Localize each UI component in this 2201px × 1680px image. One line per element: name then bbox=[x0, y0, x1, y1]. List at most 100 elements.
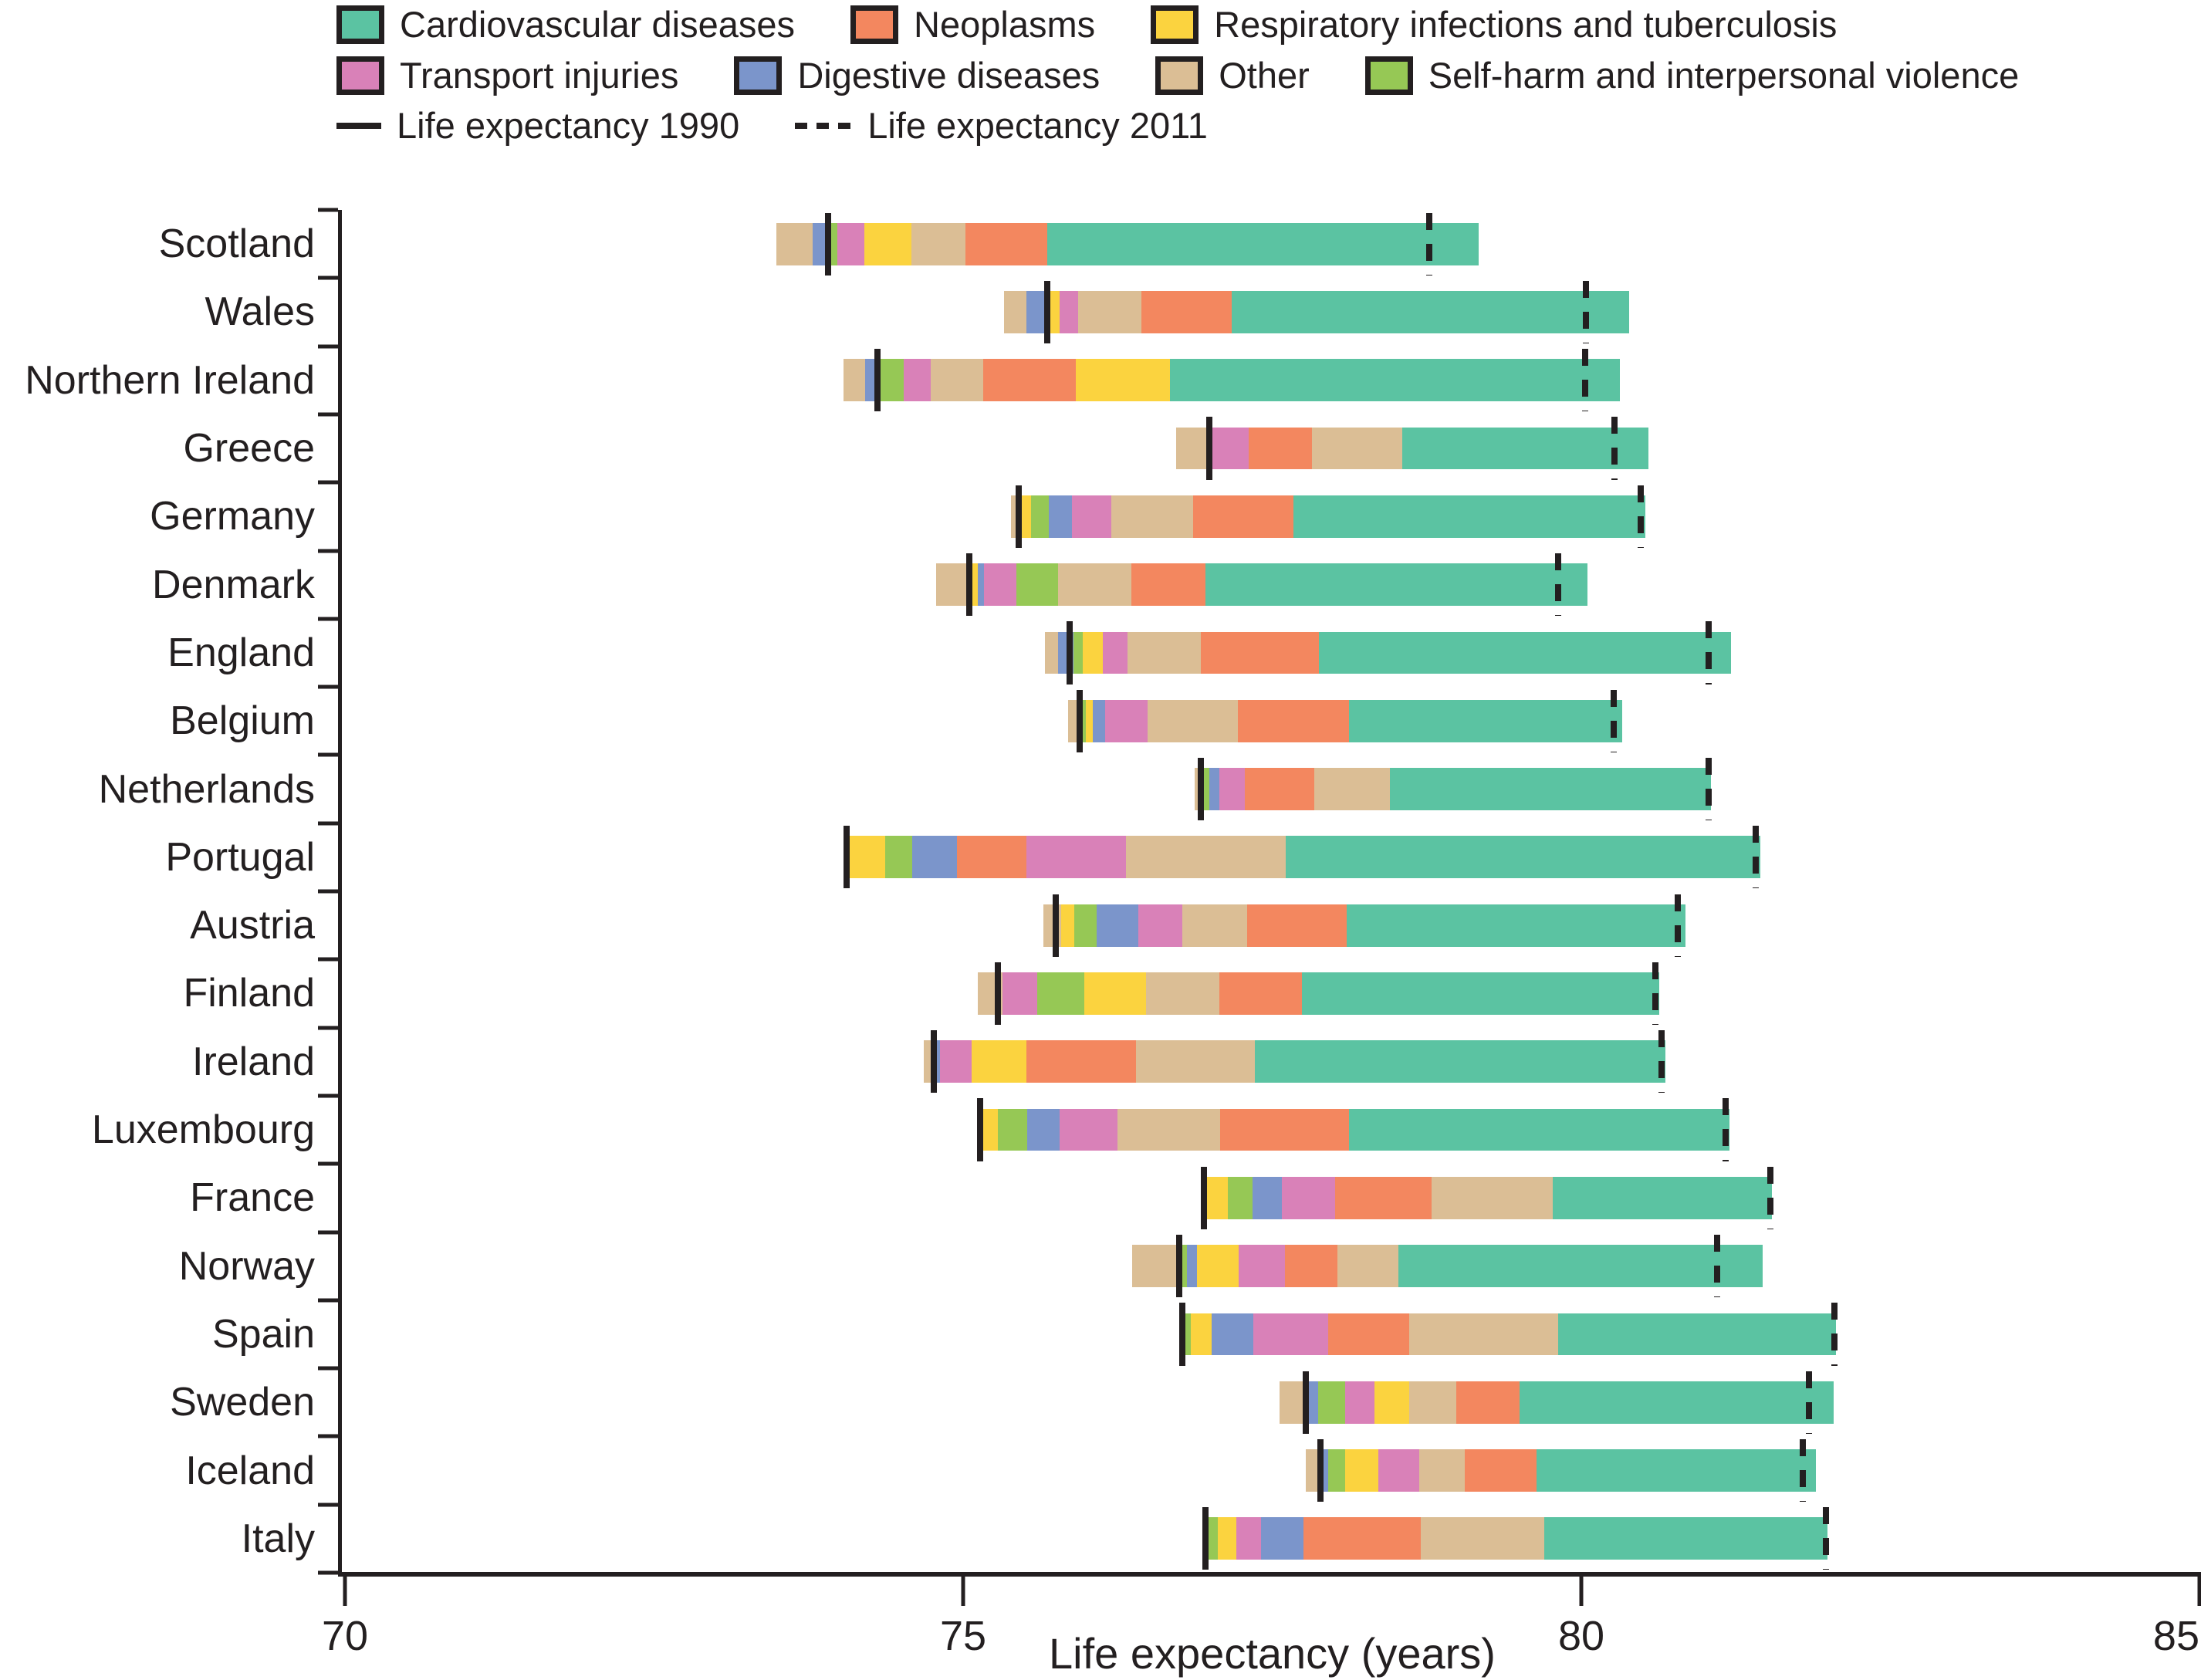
bar-row-sweden bbox=[345, 1368, 2199, 1436]
category-axis-tick bbox=[318, 752, 338, 757]
bar-segment-cvd bbox=[1231, 291, 1630, 333]
category-axis-tick bbox=[318, 275, 338, 280]
life-expectancy-2011-marker bbox=[1583, 280, 1590, 344]
other-swatch-icon bbox=[1155, 56, 1204, 95]
bar-segment-dig bbox=[1026, 291, 1045, 333]
bar-segment-neo bbox=[1247, 904, 1347, 947]
category-axis-tick bbox=[318, 208, 338, 212]
x-axis-tick-80 bbox=[1579, 1577, 1584, 1606]
life-expectancy-2011-marker bbox=[1674, 894, 1681, 957]
bar-segment-resp bbox=[1204, 1176, 1228, 1219]
bar-segment-neo bbox=[1131, 563, 1205, 606]
country-labels: Scotland Wales Northern Ireland Greece Germa… bbox=[0, 210, 315, 1573]
bar-segment-dig bbox=[1212, 1313, 1254, 1356]
life-expectancy-1990-marker bbox=[994, 962, 1001, 1026]
bar-segment-dig bbox=[1321, 1449, 1328, 1492]
bar-segment-neo bbox=[1284, 1245, 1338, 1287]
x-axis-ticks: 70 75 80 85 bbox=[322, 1572, 2201, 1680]
bar-segment-other bbox=[1432, 1176, 1554, 1219]
country-label-wales: Wales bbox=[205, 289, 315, 335]
category-axis-tick bbox=[318, 1230, 338, 1234]
legend-item-self: Self-harm and interpersonal violence bbox=[1364, 55, 2019, 96]
x-axis-tick-label-75: 75 bbox=[939, 1613, 987, 1659]
bar-segment-trans bbox=[1059, 1108, 1118, 1151]
bar-segment-resp bbox=[1196, 1245, 1239, 1287]
legend-item-other: Other bbox=[1155, 55, 1310, 96]
legend-label-trans: Transport injuries bbox=[400, 54, 679, 96]
bar-segment-neo bbox=[956, 836, 1026, 879]
life-expectancy-1990-marker bbox=[1202, 1507, 1209, 1570]
bar-row-england bbox=[345, 619, 2199, 687]
legend-item-dig: Digestive diseases bbox=[734, 54, 1100, 96]
bar-segment-other bbox=[1280, 1381, 1307, 1424]
life-expectancy-1990-marker bbox=[1053, 894, 1060, 957]
bar-segment-cvd bbox=[1169, 359, 1620, 402]
bar-segment-neo bbox=[1335, 1176, 1432, 1219]
bar-segment-dig bbox=[1261, 1517, 1303, 1560]
bar-segment-self bbox=[880, 359, 904, 402]
bar-segment-self bbox=[1200, 768, 1209, 810]
category-axis-tick bbox=[318, 412, 338, 417]
bar-segment-dig bbox=[1093, 699, 1106, 742]
bar-segment-cvd bbox=[1255, 1040, 1665, 1083]
bar-segment-cvd bbox=[1348, 1108, 1730, 1151]
legend-label-le1990: Life expectancy 1990 bbox=[397, 105, 740, 147]
bar-segment-cvd bbox=[1543, 1517, 1827, 1560]
bar-segment-cvd bbox=[1205, 563, 1587, 606]
neo-swatch-icon bbox=[850, 5, 899, 44]
bar-segment-self bbox=[1180, 1245, 1187, 1287]
bar-segment-self bbox=[1327, 1449, 1345, 1492]
bar-segment-other bbox=[1136, 1040, 1256, 1083]
life-expectancy-2011-marker bbox=[1831, 1303, 1838, 1366]
legend: Cardiovascular diseases Neoplasms Respirat… bbox=[336, 5, 2019, 146]
country-label-luxembourg: Luxembourg bbox=[91, 1107, 315, 1153]
category-axis-tick bbox=[318, 1366, 338, 1371]
bar-segment-other bbox=[1420, 1517, 1544, 1560]
bar-segment-other bbox=[1111, 495, 1193, 538]
bar-segment-trans bbox=[984, 563, 1016, 606]
bar-segment-trans bbox=[1059, 291, 1078, 333]
bar-segment-resp bbox=[1021, 495, 1032, 538]
bar-segment-trans bbox=[1026, 836, 1127, 879]
bar-segment-resp bbox=[1345, 1449, 1379, 1492]
life-expectancy-1990-marker bbox=[1066, 621, 1073, 685]
bar-segment-trans bbox=[1345, 1381, 1375, 1424]
bar-segment-trans bbox=[1138, 904, 1182, 947]
bar-segment-cvd bbox=[1286, 836, 1761, 879]
life-expectancy-2011-marker bbox=[1767, 1166, 1774, 1229]
country-label-finland: Finland bbox=[183, 971, 315, 1016]
bar-segment-dig bbox=[1209, 768, 1219, 810]
trans-swatch-icon bbox=[336, 56, 384, 95]
life-expectancy-2011-marker bbox=[1823, 1507, 1830, 1570]
bar-segment-neo bbox=[1465, 1449, 1537, 1492]
life-expectancy-2011-marker bbox=[1581, 349, 1588, 412]
bar-segment-cvd bbox=[1319, 631, 1731, 674]
legend-label-dig: Digestive diseases bbox=[797, 54, 1100, 96]
bar-segment-dig bbox=[1027, 1108, 1060, 1151]
bar-segment-dig bbox=[912, 836, 957, 879]
country-label-italy: Italy bbox=[241, 1516, 315, 1561]
country-label-greece: Greece bbox=[183, 426, 315, 472]
life-expectancy-1990-marker bbox=[1197, 757, 1204, 821]
bar-segment-resp bbox=[847, 836, 886, 879]
life-expectancy-1990-marker bbox=[1176, 1235, 1183, 1298]
bar-segment-resp bbox=[1060, 904, 1075, 947]
bar-segment-resp bbox=[982, 1108, 998, 1151]
legend-row-lines: Life expectancy 1990 Life expectancy 2011 bbox=[336, 106, 2019, 146]
bar-segment-dig bbox=[1307, 1381, 1318, 1424]
life-expectancy-1990-marker bbox=[1076, 689, 1083, 752]
bar-segment-other bbox=[1044, 631, 1059, 674]
bar-row-wales bbox=[345, 278, 2199, 346]
life-expectancy-1990-marker bbox=[1302, 1371, 1309, 1434]
bar-segment-neo bbox=[1219, 972, 1302, 1015]
life-expectancy-1990-marker bbox=[844, 826, 850, 889]
legend-item-le2011: Life expectancy 2011 bbox=[795, 106, 1208, 146]
bar-segment-self bbox=[1016, 563, 1059, 606]
country-label-england: England bbox=[167, 630, 315, 675]
bar-segment-self bbox=[1074, 904, 1097, 947]
legend-label-resp: Respiratory infections and tuberculosis bbox=[1214, 4, 1838, 45]
bar-segment-neo bbox=[1237, 699, 1349, 742]
life-expectancy-2011-marker bbox=[1723, 1098, 1729, 1161]
bar-segment-dig bbox=[978, 563, 985, 606]
